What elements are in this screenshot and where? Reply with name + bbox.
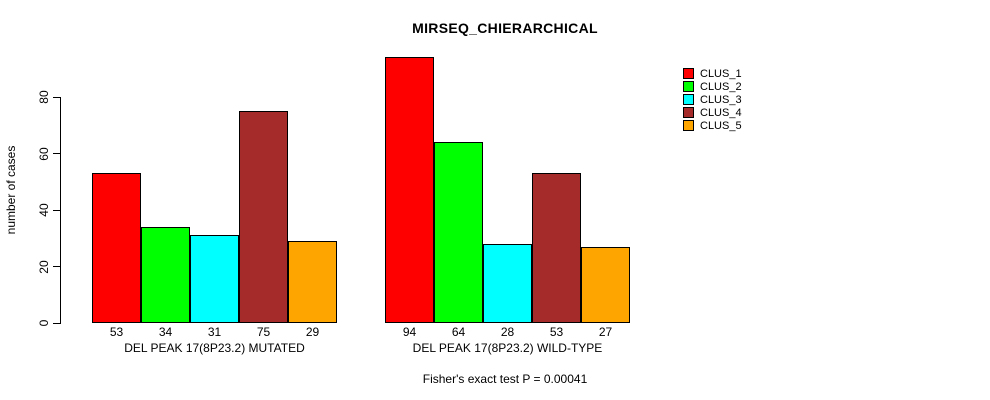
bar-clus_3-group2 xyxy=(483,243,532,323)
legend-swatch-clus_4 xyxy=(683,107,694,118)
legend-label: CLUS_3 xyxy=(700,93,742,106)
bar-clus_2-group2 xyxy=(434,142,483,323)
category-label: DEL PEAK 17(8P23.2) MUTATED xyxy=(124,341,305,355)
bar-value-label: 28 xyxy=(500,325,515,339)
y-axis-tick-label: 40 xyxy=(37,203,51,217)
bar-value-label: 53 xyxy=(549,325,564,339)
y-axis-tick xyxy=(53,209,60,211)
legend: CLUS_1 CLUS_2 CLUS_3 CLUS_4 CLUS_5 xyxy=(683,67,742,132)
legend-row: CLUS_2 xyxy=(683,80,742,93)
bar-value-label: 53 xyxy=(109,325,124,339)
legend-row: CLUS_3 xyxy=(683,93,742,106)
y-axis-tick xyxy=(53,153,60,154)
y-axis-tick xyxy=(53,266,60,267)
legend-swatch-clus_3 xyxy=(683,94,694,105)
category-label: DEL PEAK 17(8P23.2) WILD-TYPE xyxy=(412,341,603,355)
bar-clus_4-group2 xyxy=(532,173,581,323)
bar-clus_1-group2 xyxy=(385,57,434,323)
legend-row: CLUS_5 xyxy=(683,119,742,132)
legend-swatch-clus_1 xyxy=(683,68,694,79)
fisher-test-annotation: Fisher's exact test P = 0.00041 xyxy=(422,372,588,386)
bar-value-label: 75 xyxy=(256,325,271,339)
legend-row: CLUS_1 xyxy=(683,67,742,80)
bar-clus_5-group2 xyxy=(581,246,630,323)
y-axis-label: number of cases xyxy=(4,145,18,235)
bar-value-label: 29 xyxy=(305,325,320,339)
bar-clus_2-group1 xyxy=(141,226,190,323)
legend-label: CLUS_1 xyxy=(700,67,742,80)
bar-value-label: 27 xyxy=(598,325,613,339)
legend-label: CLUS_2 xyxy=(700,80,742,93)
y-axis-tick-label: 80 xyxy=(37,90,51,104)
legend-row: CLUS_4 xyxy=(683,106,742,119)
legend-swatch-clus_5 xyxy=(683,120,694,131)
legend-swatch-clus_2 xyxy=(683,81,694,92)
bar-value-label: 94 xyxy=(402,325,417,339)
y-axis-tick xyxy=(53,96,60,98)
bar-clus_3-group1 xyxy=(190,235,239,323)
legend-label: CLUS_5 xyxy=(700,119,742,132)
bar-clus_4-group1 xyxy=(239,111,288,323)
y-axis-tick-label: 0 xyxy=(37,319,51,327)
y-axis-tick-label: 20 xyxy=(37,259,51,274)
y-axis-line xyxy=(60,97,61,324)
y-axis-tick xyxy=(53,322,60,324)
bar-value-label: 64 xyxy=(451,325,466,339)
bar-value-label: 31 xyxy=(207,325,222,339)
y-axis-tick-label: 60 xyxy=(37,146,51,161)
chart-title: MIRSEQ_CHIERARCHICAL xyxy=(412,20,598,36)
bar-clus_1-group1 xyxy=(92,173,141,323)
legend-label: CLUS_4 xyxy=(700,106,742,119)
bar-clus_5-group1 xyxy=(288,241,337,323)
bar-value-label: 34 xyxy=(158,325,173,339)
